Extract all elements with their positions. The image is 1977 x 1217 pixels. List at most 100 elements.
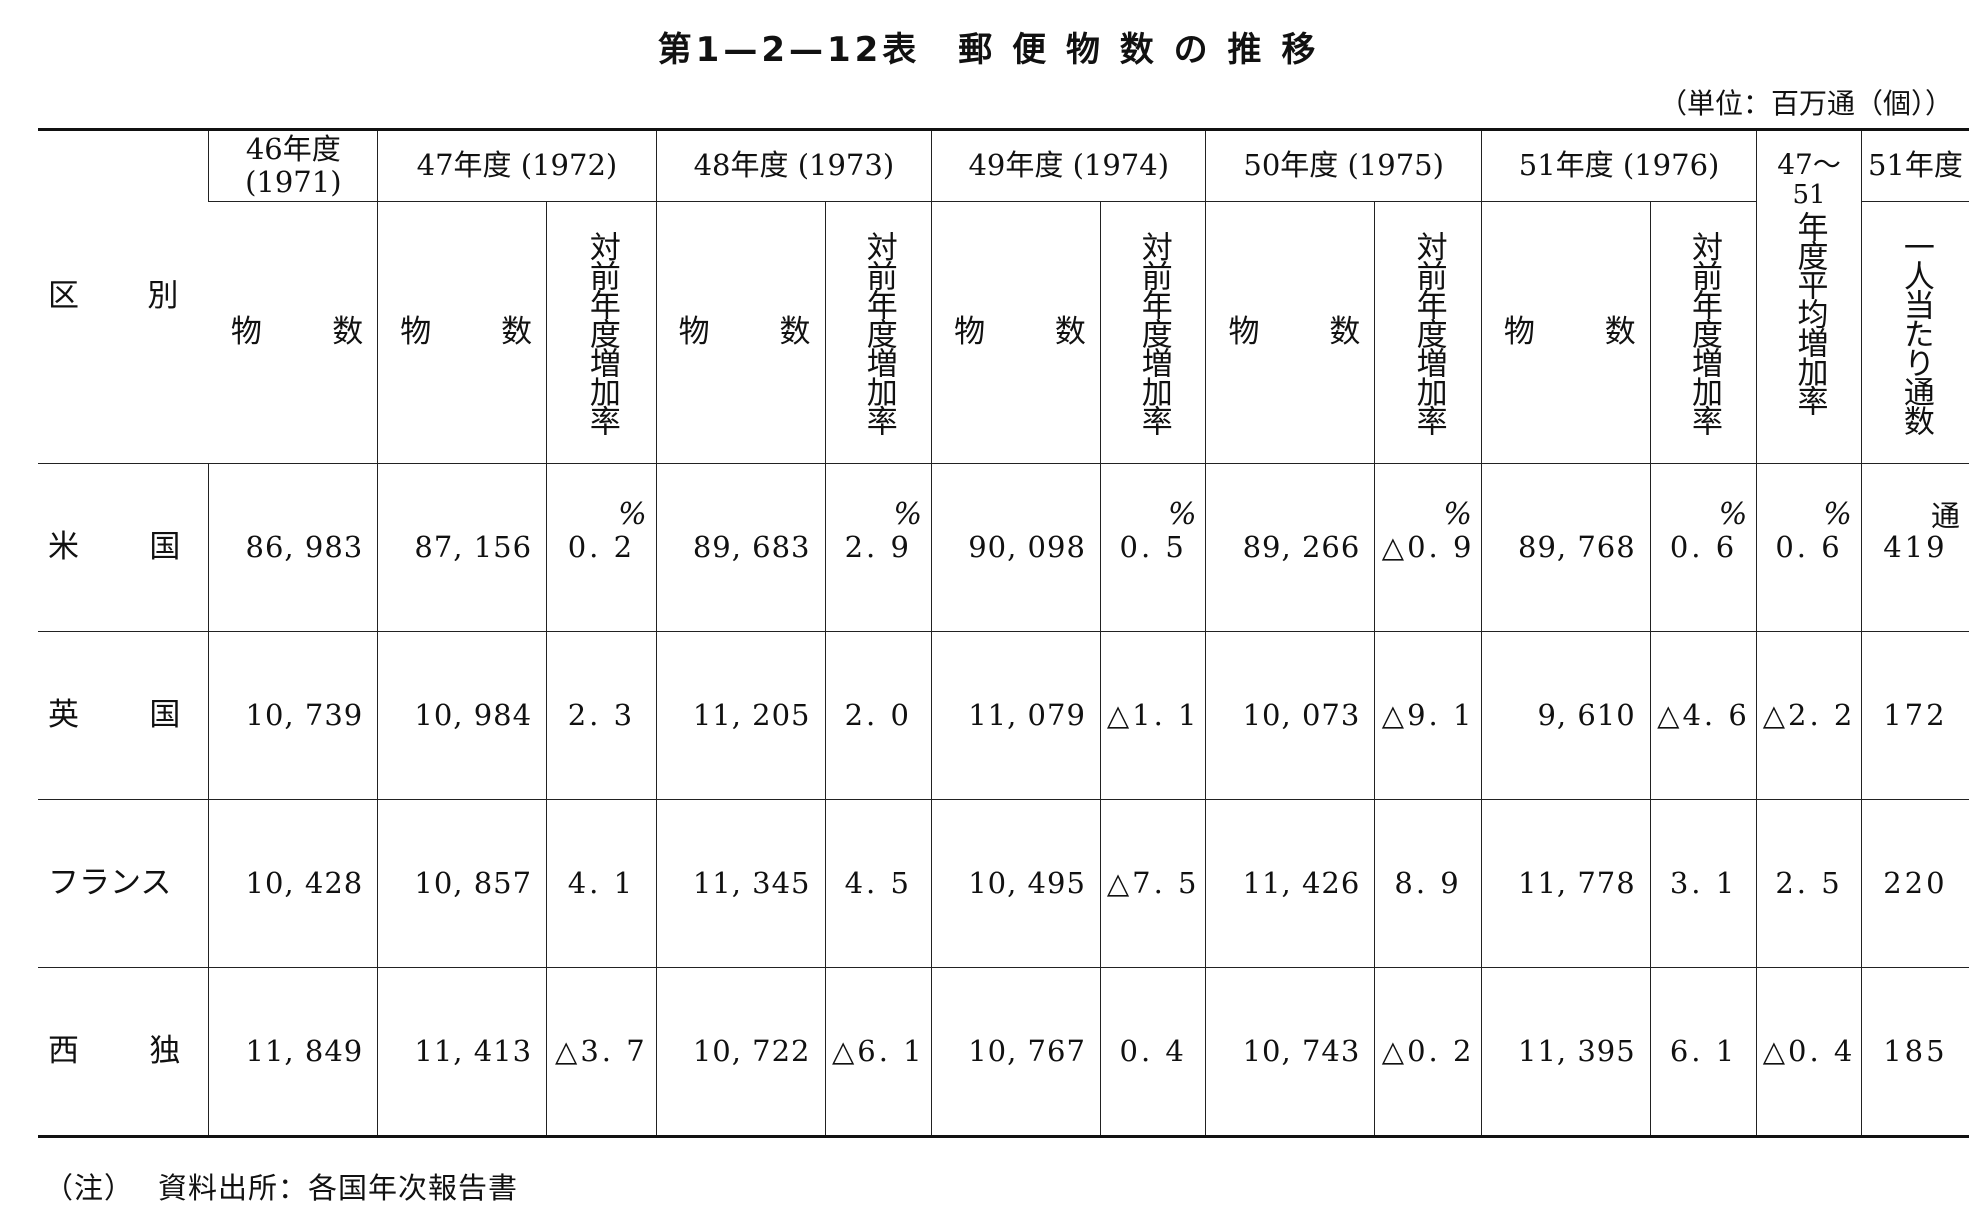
rate-label: 対前年度増加率	[583, 231, 620, 434]
cell-count-1971: 10, 428	[208, 799, 378, 968]
header-1971-year: (1971)	[245, 165, 342, 199]
cell-count-1972: 11, 413	[377, 967, 547, 1138]
cell-rate-1972: 2. 3	[546, 631, 657, 800]
header-1972-rate: 対前年度増加率	[546, 201, 657, 464]
mail-volume-table: 区 別 46年度 (1971) 47年度 (1972) 48年度 (1973) …	[38, 128, 1969, 1138]
cell-rate-1973: 4. 5	[824, 799, 932, 968]
header-1975: 50年度 (1975)	[1205, 128, 1482, 202]
cell-rate-1975: 8. 9	[1374, 799, 1482, 968]
cell-count-1972: 10, 984	[377, 631, 547, 800]
cell-rate-1973: △6. 1	[824, 967, 932, 1138]
cell-rate-1975: △9. 1	[1374, 631, 1482, 800]
cell-rate-1973: 2. 0	[824, 631, 932, 800]
table-row: 英国 10, 739 10, 984 2. 3 11, 205 2. 0 11,…	[38, 631, 1969, 800]
average-value: 0. 6	[1775, 529, 1843, 564]
count-label-1: 物	[954, 313, 986, 350]
header-1974-count: 物数	[931, 201, 1101, 464]
header-1971-count: 物数	[208, 201, 378, 464]
rate-value: 2. 9	[844, 529, 912, 564]
header-row-sub: 物数 物数 対前年度増加率 物数 対前年度増加率 物数 対前年度増加率 物数 対…	[38, 201, 1969, 464]
cell-rate-1972: % 0. 2	[546, 463, 657, 632]
header-average: 47〜 51 年度平均増加率	[1756, 128, 1862, 464]
rate-value: 0. 5	[1119, 529, 1187, 564]
header-1974-rate: 対前年度増加率	[1099, 201, 1206, 464]
cell-count-1974: 90, 098	[931, 463, 1101, 632]
table-row: 米国 86, 983 87, 156 % 0. 2 89, 683 % 2. 9 9…	[38, 463, 1969, 632]
count-label-2: 数	[332, 313, 364, 350]
percent-unit: %	[1443, 497, 1475, 532]
cell-percap: 172	[1860, 631, 1969, 800]
cell-count-1974: 11, 079	[931, 631, 1101, 800]
cell-percap: 通 419	[1860, 463, 1969, 632]
header-1976-rate: 対前年度増加率	[1649, 201, 1757, 464]
cell-rate-1975: % △0. 9	[1374, 463, 1482, 632]
cell-count-1975: 10, 743	[1205, 967, 1375, 1138]
cell-count-1974: 10, 767	[931, 967, 1101, 1138]
row-label-b: 独	[149, 1032, 181, 1069]
row-label: 米国	[38, 463, 209, 632]
row-label-b: 国	[149, 696, 181, 733]
table-row: 西独 11, 849 11, 413 △3. 7 10, 722 △6. 1 1…	[38, 967, 1969, 1138]
rate-value: △0. 9	[1381, 529, 1475, 564]
cell-count-1975: 89, 266	[1205, 463, 1375, 632]
cell-rate-1974: 0. 4	[1099, 967, 1206, 1138]
header-kubun-2: 別	[147, 278, 181, 315]
header-percap-year: 51年度	[1860, 128, 1969, 202]
header-1971-label: 46年度	[245, 131, 341, 166]
header-1972: 47年度 (1972)	[377, 128, 657, 202]
cell-count-1976: 9, 610	[1480, 631, 1651, 800]
row-label-a: 米	[48, 528, 79, 565]
table-title: 第1—2—12表 郵 便 物 数 の 推 移	[657, 30, 1320, 70]
header-percap: 一人当たり通数	[1860, 201, 1969, 464]
header-1972-count: 物数	[377, 201, 547, 464]
count-label-1: 物	[1503, 313, 1535, 350]
row-label: フランス	[38, 799, 209, 968]
cell-count-1972: 87, 156	[377, 463, 547, 632]
header-1976: 51年度 (1976)	[1480, 128, 1757, 202]
count-label-2: 数	[501, 313, 533, 350]
header-average-top: 47〜	[1777, 148, 1841, 181]
count-label-1: 物	[678, 313, 710, 350]
cell-count-1976: 11, 395	[1480, 967, 1651, 1138]
footnote-label: （注）	[44, 1171, 135, 1205]
header-1975-rate: 対前年度増加率	[1374, 201, 1482, 464]
header-1971: 46年度 (1971)	[208, 128, 378, 202]
cell-rate-1976: 6. 1	[1649, 967, 1757, 1138]
cell-rate-1976: % 0. 6	[1649, 463, 1757, 632]
cell-count-1971: 10, 739	[208, 631, 378, 800]
tsu-unit: 通	[1930, 499, 1963, 533]
count-label-1: 物	[1228, 313, 1260, 350]
rate-value: 0. 6	[1669, 529, 1738, 564]
percap-value: 419	[1883, 529, 1948, 564]
cell-average: △2. 2	[1756, 631, 1862, 800]
cell-rate-1974: % 0. 5	[1099, 463, 1206, 632]
cell-count-1973: 10, 722	[655, 967, 826, 1138]
header-row-years: 区 別 46年度 (1971) 47年度 (1972) 48年度 (1973) …	[38, 128, 1969, 464]
cell-count-1972: 10, 857	[377, 799, 547, 968]
cell-rate-1976: 3. 1	[1649, 799, 1757, 968]
cell-average: △0. 4	[1756, 967, 1862, 1138]
count-label-2: 数	[1604, 313, 1636, 350]
header-kubun-1: 区	[48, 278, 81, 315]
cell-rate-1972: 4. 1	[546, 799, 657, 968]
cell-average: % 0. 6	[1756, 463, 1862, 632]
percap-label: 一人当たり通数	[1897, 231, 1934, 434]
header-1976-count: 物数	[1480, 201, 1651, 464]
header-kubun: 区 別	[38, 128, 209, 464]
header-1973-rate: 対前年度増加率	[824, 201, 932, 464]
cell-count-1973: 11, 345	[655, 799, 826, 968]
rate-label: 対前年度増加率	[860, 231, 897, 434]
row-label-a: 西	[48, 1032, 79, 1069]
rate-label: 対前年度増加率	[1135, 231, 1172, 434]
count-label-2: 数	[1329, 313, 1361, 350]
row-label-a: 英	[48, 696, 79, 733]
header-1973: 48年度 (1973)	[655, 128, 932, 202]
cell-count-1975: 11, 426	[1205, 799, 1375, 968]
percent-unit: %	[1167, 497, 1200, 532]
count-label-1: 物	[400, 313, 432, 350]
rate-label: 対前年度増加率	[1410, 231, 1447, 434]
cell-rate-1974: △1. 1	[1099, 631, 1206, 800]
cell-count-1974: 10, 495	[931, 799, 1101, 968]
percent-unit: %	[1823, 497, 1855, 532]
row-label: 西独	[38, 967, 209, 1138]
